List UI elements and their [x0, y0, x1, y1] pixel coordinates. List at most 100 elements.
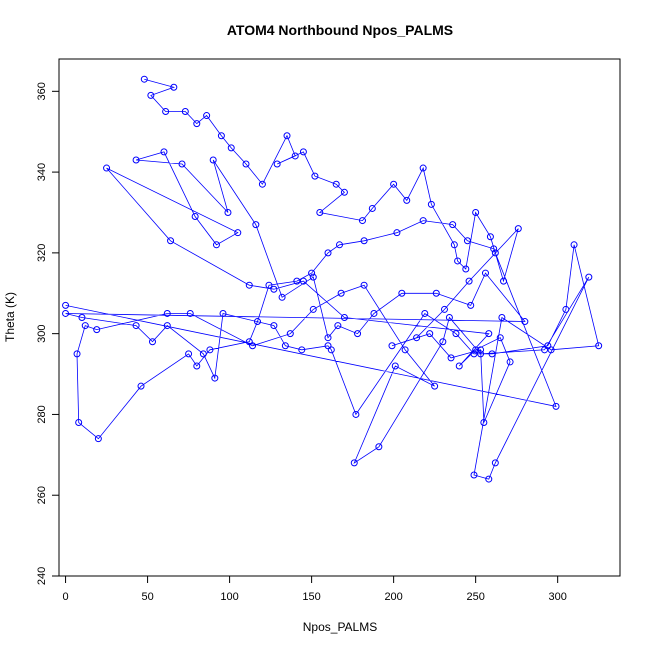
- data-point: [390, 180, 398, 188]
- y-tick-label: 300: [36, 324, 48, 342]
- data-point: [149, 338, 156, 346]
- data-point: [281, 342, 289, 350]
- data-point: [398, 289, 406, 297]
- data-point: [541, 346, 549, 354]
- data-point: [298, 346, 306, 354]
- data-point: [270, 285, 278, 293]
- data-point: [206, 346, 214, 354]
- data-point: [209, 156, 217, 164]
- data-point: [191, 213, 199, 221]
- data-point: [185, 350, 193, 358]
- data-point: [299, 148, 307, 156]
- data-point: [324, 249, 332, 257]
- data-point: [316, 208, 324, 216]
- y-tick-label: 280: [36, 405, 48, 423]
- data-point: [393, 229, 401, 237]
- x-tick-label: 200: [384, 591, 402, 603]
- data-point: [178, 160, 186, 168]
- data-point: [375, 443, 383, 451]
- data-point: [467, 301, 475, 309]
- data-point: [585, 273, 593, 281]
- data-point: [421, 309, 429, 317]
- data-point: [81, 322, 89, 330]
- data-point: [481, 269, 489, 277]
- data-point: [62, 309, 70, 317]
- data-point: [324, 334, 332, 342]
- data-point: [162, 108, 170, 116]
- data-point: [299, 277, 307, 285]
- data-point: [455, 362, 463, 370]
- y-tick-label: 340: [36, 163, 48, 181]
- data-point: [242, 160, 250, 168]
- data-point: [270, 322, 278, 330]
- data-point: [485, 330, 493, 338]
- data-point: [245, 338, 253, 346]
- x-tick-label: 50: [141, 591, 153, 603]
- data-point: [354, 330, 362, 338]
- data-point: [570, 241, 578, 249]
- data-point: [486, 233, 494, 241]
- data-point: [388, 342, 396, 350]
- data-point: [308, 269, 316, 277]
- data-point: [514, 225, 522, 233]
- series-layer: [62, 75, 603, 483]
- data-point: [445, 314, 453, 321]
- series-line: [65, 78, 600, 480]
- data-point: [477, 346, 485, 354]
- data-point: [265, 281, 273, 289]
- data-point: [227, 144, 235, 152]
- plot-frame: [58, 58, 621, 577]
- data-point: [447, 354, 455, 362]
- y-tick-label: 260: [36, 486, 48, 504]
- data-point: [595, 342, 603, 350]
- x-axis: 0 50 100 150 200 250 300: [62, 575, 567, 603]
- data-point: [360, 281, 368, 289]
- data-point: [552, 402, 560, 410]
- y-tick-label: 360: [36, 82, 48, 100]
- data-point: [170, 83, 178, 91]
- data-point: [327, 346, 335, 354]
- data-point: [334, 322, 342, 330]
- x-tick-label: 100: [220, 591, 238, 603]
- data-point: [462, 265, 470, 273]
- data-point: [490, 245, 498, 253]
- data-point: [94, 435, 102, 443]
- data-point: [278, 293, 286, 301]
- x-axis-label: Npos_PALMS: [303, 620, 377, 634]
- data-point: [427, 200, 435, 208]
- data-point: [132, 156, 140, 164]
- data-point: [224, 208, 232, 216]
- data-point: [253, 318, 261, 326]
- x-tick-label: 300: [548, 591, 566, 603]
- data-point: [193, 120, 201, 128]
- data-point: [258, 180, 266, 188]
- data-point: [472, 208, 480, 216]
- data-point: [440, 305, 448, 313]
- data-point: [452, 330, 460, 338]
- x-tick-label: 150: [302, 591, 320, 603]
- data-point: [477, 350, 485, 358]
- data-point: [368, 204, 376, 212]
- data-point: [470, 471, 478, 479]
- data-point: [403, 196, 411, 204]
- data-point: [491, 249, 499, 257]
- data-point: [234, 229, 242, 237]
- data-point: [454, 257, 462, 265]
- data-point: [419, 217, 427, 225]
- data-point: [450, 241, 458, 249]
- data-point: [340, 188, 348, 196]
- data-point: [465, 277, 473, 285]
- data-point: [358, 217, 366, 225]
- data-point: [498, 314, 506, 321]
- data-point: [332, 180, 340, 188]
- y-axis-label: Theta (K): [3, 292, 17, 342]
- data-point: [500, 277, 508, 285]
- chart-title: ATOM4 Northbound Npos_PALMS: [227, 22, 453, 38]
- data-point: [219, 309, 227, 317]
- data-point: [73, 350, 81, 358]
- data-point: [163, 309, 171, 317]
- data-point: [167, 237, 175, 245]
- data-point: [286, 330, 294, 338]
- data-point: [309, 273, 317, 281]
